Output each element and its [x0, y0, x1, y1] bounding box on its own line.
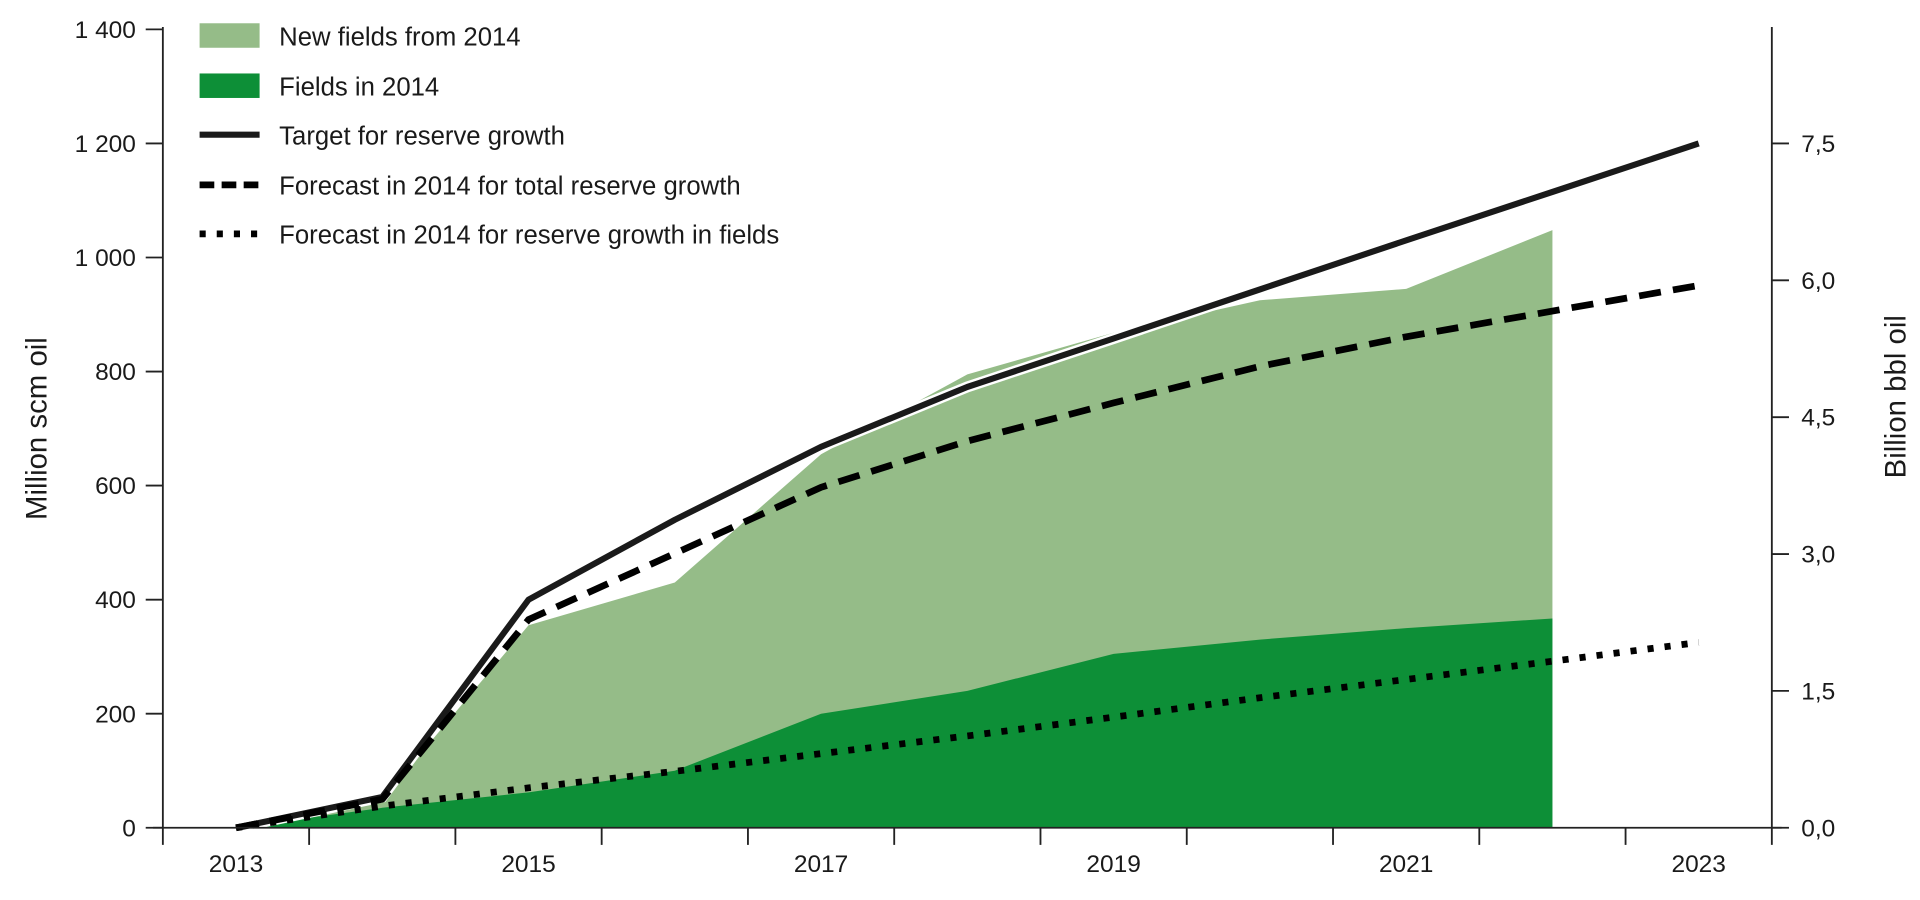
- axes: 2013 2015 2017 2019 2021 2023 0 200 400 600 800 1 0…: [75, 17, 1836, 878]
- x-tick-label: 2013: [209, 851, 263, 878]
- y-tick-label: 800: [95, 359, 136, 386]
- areas: [235, 230, 1553, 828]
- y2-tick-label: 0,0: [1801, 815, 1835, 842]
- x-tick-label: 2021: [1379, 851, 1433, 878]
- y-tick-label: 1 200: [75, 131, 136, 158]
- y-tick-label: 400: [95, 587, 136, 614]
- line-forecast-total: [235, 282, 1700, 832]
- x-tick-label: 2023: [1671, 851, 1725, 878]
- line-target: [235, 140, 1700, 831]
- y2-tick-label: 7,5: [1801, 131, 1835, 158]
- y-tick-label: 1 400: [75, 17, 136, 44]
- x-tick-label: 2017: [794, 851, 848, 878]
- y-tick-label: 0: [122, 815, 136, 842]
- legend: New fields from 2014 Fields in 2014 Target…: [199, 23, 779, 250]
- legend-label: New fields from 2014: [279, 23, 520, 51]
- line-forecast-fields: [235, 639, 1700, 832]
- y-tick-label: 1 000: [75, 245, 136, 272]
- y2-tick-label: 4,5: [1801, 405, 1835, 432]
- y2-tick-label: 3,0: [1801, 542, 1835, 569]
- legend-label: Fields in 2014: [279, 74, 439, 102]
- y-tick-label: 600: [95, 473, 136, 500]
- legend-swatch-area: [199, 73, 260, 98]
- y-tick-label: 200: [95, 701, 136, 728]
- y2-tick-label: 6,0: [1801, 268, 1835, 295]
- legend-label: Target for reserve growth: [279, 122, 565, 150]
- x-tick-label: 2015: [501, 851, 555, 878]
- y2-tick-label: 1,5: [1801, 678, 1835, 705]
- legend-swatch-area: [199, 23, 260, 48]
- lines: [234, 138, 1701, 834]
- area-fields-in-2014: [235, 618, 1553, 828]
- legend-label: Forecast in 2014 for reserve growth in f…: [279, 222, 779, 250]
- y-axis-label: Million scm oil: [21, 337, 54, 520]
- x-tick-label: 2019: [1086, 851, 1140, 878]
- y2-axis-label: Billion bbl oil: [1879, 315, 1912, 478]
- legend-label: Forecast in 2014 for total reserve growt…: [279, 173, 740, 201]
